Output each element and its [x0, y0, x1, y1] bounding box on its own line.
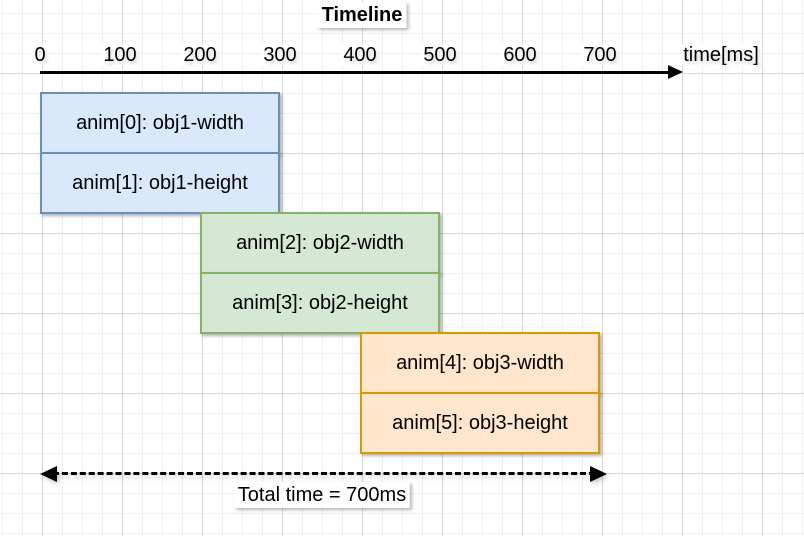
timeline-bar-obj3-5[interactable]: anim[5]: obj3-height: [360, 392, 600, 454]
axis-tick-label: 700: [580, 44, 620, 66]
arrowhead-left-icon: [40, 466, 57, 482]
arrowhead-right-icon: [590, 466, 607, 482]
axis-arrowhead-icon: [668, 65, 683, 79]
axis-tick-label: 0: [31, 44, 49, 66]
timeline-bar-obj2-3[interactable]: anim[3]: obj2-height: [200, 272, 440, 334]
axis-tick-label: 300: [260, 44, 300, 66]
axis-tick-label: 200: [180, 44, 220, 66]
timeline-bar-obj3-4[interactable]: anim[4]: obj3-width: [360, 332, 600, 394]
timeline-bar-obj1-1[interactable]: anim[1]: obj1-height: [40, 152, 280, 214]
axis-tick-label: 500: [420, 44, 460, 66]
axis-unit-label: time[ms]: [680, 44, 762, 66]
time-axis-line: [40, 71, 672, 74]
timeline-bar-obj2-2[interactable]: anim[2]: obj2-width: [200, 212, 440, 274]
total-duration-arrow: [53, 472, 595, 475]
diagram-title: Timeline: [317, 2, 407, 28]
timeline-bar-obj1-0[interactable]: anim[0]: obj1-width: [40, 92, 280, 154]
axis-tick-label: 400: [340, 44, 380, 66]
axis-tick-label: 600: [500, 44, 540, 66]
axis-tick-label: 100: [100, 44, 140, 66]
total-time-label: Total time = 700ms: [233, 482, 411, 508]
